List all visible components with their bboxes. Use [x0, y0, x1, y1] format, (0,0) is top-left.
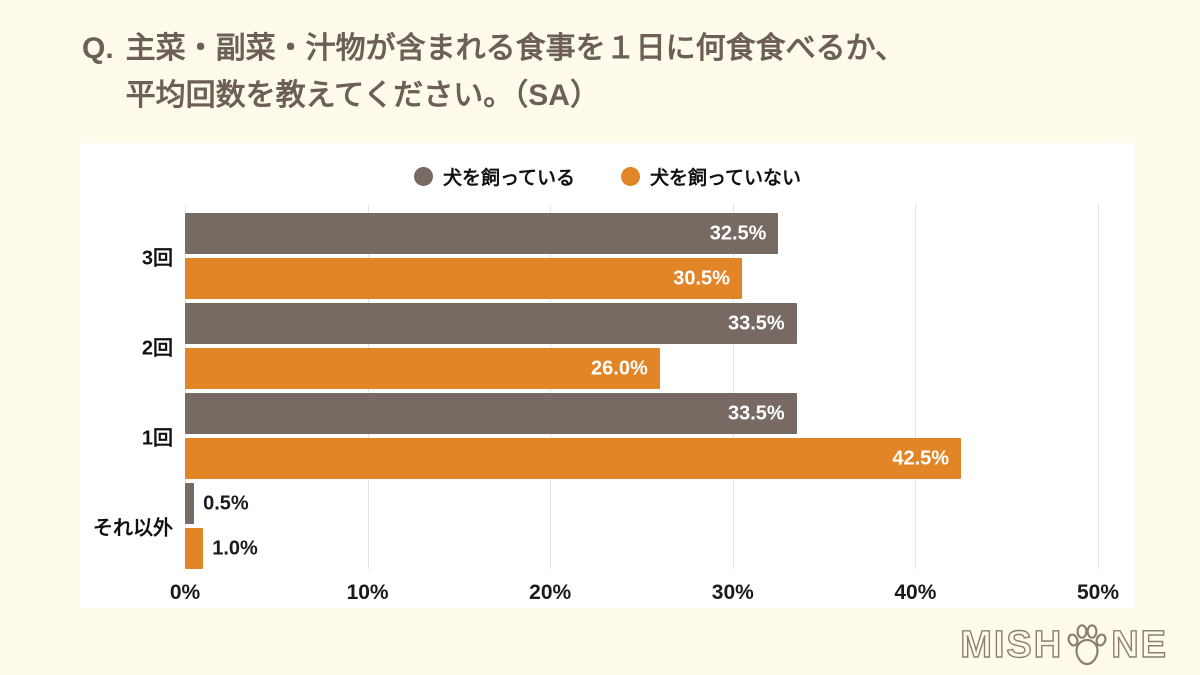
bar-group-2回: 2回 33.5% 26.0%	[142, 303, 1098, 389]
bar-value-label: 26.0%	[591, 357, 648, 379]
question-line-1: 主菜・副菜・汁物が含まれる食事を１日に何食食べるか、	[125, 32, 906, 65]
mishone-logo: MISH NE	[960, 623, 1168, 667]
x-tick-label: 0%	[169, 581, 201, 604]
paw-print-icon	[1064, 623, 1110, 667]
bar-value-label: 0.5%	[203, 492, 249, 514]
bar-犬を飼っていない-1回	[185, 438, 962, 479]
question-prefix: Q.	[82, 32, 114, 65]
chart-legend: 犬を飼っている 犬を飼っていない	[80, 163, 1135, 190]
legend-item-non-dog-owner: 犬を飼っていない	[621, 163, 801, 190]
legend-dot-dog-owner	[413, 167, 433, 186]
x-tick-label: 30%	[711, 581, 754, 604]
bar-wrap: 42.5%	[185, 438, 1098, 479]
bar-rows: 3回 32.5% 30.5% 2回 33.5% 26.0% 1回 33.5% 42.5% それ以外…	[93, 213, 1098, 569]
gridline-50%	[1098, 205, 1099, 569]
x-tick-label: 50%	[1076, 581, 1120, 604]
plot-area: 3回 32.5% 30.5% 2回 33.5% 26.0% 1回 33.5% 42.5% それ以外…	[93, 205, 1099, 569]
legend-label-dog-owner: 犬を飼っている	[442, 168, 575, 189]
bar-犬を飼っている-1回	[185, 393, 797, 434]
x-tick-label: 10%	[346, 581, 389, 604]
question-line-2: 平均回数を教えてください。（SA）	[125, 78, 600, 112]
bar-犬を飼っている-2回	[185, 303, 797, 344]
bar-wrap: 33.5%	[185, 303, 1098, 344]
bar-犬を飼っている-3回	[185, 213, 779, 254]
legend-label-non-dog-owner: 犬を飼っていない	[650, 168, 802, 189]
bar-value-label: 33.5%	[728, 312, 785, 334]
x-tick-label: 40%	[894, 581, 937, 604]
bar-value-label: 33.5%	[728, 402, 785, 424]
logo-text-left: MISH	[960, 623, 1064, 666]
x-axis: 0% 10% 20% 30% 40% 50%	[170, 581, 1119, 611]
bar-value-label: 30.5%	[673, 267, 730, 289]
bar-value-label: 42.5%	[892, 447, 950, 469]
legend-item-dog-owner: 犬を飼っている	[413, 163, 575, 190]
bar-犬を飼っていない-それ以外	[185, 528, 204, 569]
category-label: それ以外	[93, 517, 173, 540]
x-tick-label: 20%	[529, 581, 572, 604]
gridline-40%	[915, 205, 917, 569]
question-text: 主菜・副菜・汁物が含まれる食事を１日に何食食べるか、 平均回数を教えてください。…	[126, 26, 905, 119]
bar-wrap: 0.5%	[185, 483, 1098, 524]
bar-wrap: 30.5%	[185, 258, 1098, 299]
bar-wrap: 1.0%	[185, 528, 1098, 569]
bar-group-3回: 3回 32.5% 30.5%	[142, 213, 1098, 299]
chart-panel: 犬を飼っている 犬を飼っていない 3回 32.5% 30.5% 2回 33.5% 26.0…	[80, 143, 1135, 608]
bar-group-1回: 1回 33.5% 42.5%	[142, 393, 1098, 479]
bar-wrap: 26.0%	[185, 348, 1098, 389]
bar-犬を飼っている-それ以外	[185, 483, 195, 524]
legend-dot-non-dog-owner	[621, 167, 640, 186]
question-title: Q. 主菜・副菜・汁物が含まれる食事を１日に何食食べるか、 平均回数を教えてくだ…	[82, 26, 905, 119]
category-label: 2回	[141, 337, 173, 360]
bar-犬を飼っていない-3回	[185, 258, 742, 299]
logo-text-right: NE	[1111, 623, 1168, 666]
bar-wrap: 32.5%	[185, 213, 1098, 254]
bar-value-label: 1.0%	[212, 537, 258, 559]
gridline-30%	[732, 205, 734, 569]
category-label: 3回	[141, 247, 173, 270]
bar-wrap: 33.5%	[185, 393, 1098, 434]
bar-犬を飼っていない-2回	[185, 348, 660, 389]
bar-value-label: 32.5%	[709, 222, 767, 244]
bar-group-それ以外: それ以外 0.5% 1.0%	[93, 483, 1098, 569]
category-label: 1回	[141, 427, 173, 450]
